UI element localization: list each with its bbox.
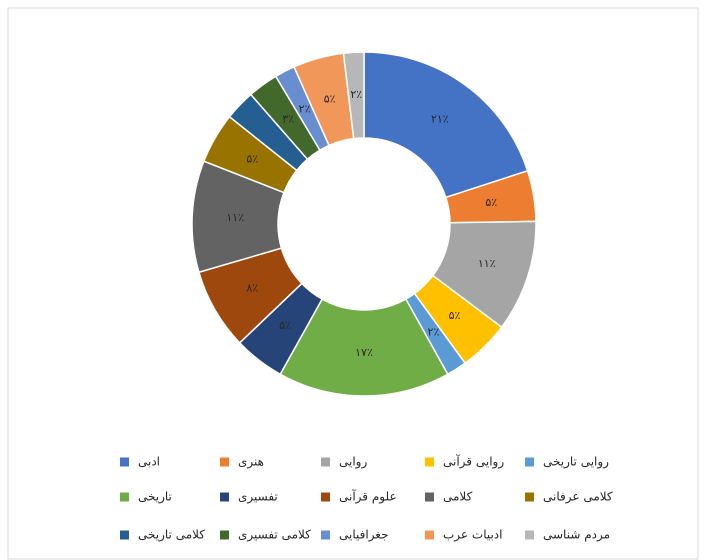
data-label: ۵٪ <box>279 319 291 332</box>
legend-label: ادبی <box>138 455 160 469</box>
legend-marker <box>525 493 534 502</box>
legend-label: تفسیری <box>238 490 278 505</box>
legend-label: جغرافیایی <box>339 528 389 543</box>
legend-label: کلامی تاریخی <box>138 528 205 543</box>
legend-label: کلامی <box>443 490 473 504</box>
legend-marker <box>321 531 330 540</box>
legend-marker <box>120 531 129 540</box>
legend-marker <box>220 458 229 467</box>
legend-marker <box>220 531 229 540</box>
legend-marker <box>220 493 229 502</box>
legend-marker <box>425 493 434 502</box>
legend-marker <box>120 493 129 502</box>
legend-marker <box>425 531 434 540</box>
legend-label: روایی قرآنی <box>443 454 504 470</box>
data-label: ۲۱٪ <box>431 113 449 126</box>
legend-label: روایی تاریخی <box>543 455 609 470</box>
data-label: ۱۱٪ <box>478 257 496 270</box>
legend-marker <box>120 458 129 467</box>
legend-label: مردم شناسی <box>543 528 610 543</box>
data-label: ۵٪ <box>485 196 497 209</box>
legend-marker <box>321 458 330 467</box>
legend-label: تاریخی <box>138 490 172 505</box>
data-label: ۵٪ <box>324 93 336 106</box>
legend-marker <box>321 493 330 502</box>
legend-label: کلامی عرفانی <box>543 490 613 505</box>
legend-marker <box>525 458 534 467</box>
data-label: ۲٪ <box>299 103 311 116</box>
legend-label: روایی <box>339 455 367 470</box>
legend-marker <box>525 531 534 540</box>
data-label: ۱۱٪ <box>226 211 244 224</box>
data-label: ۳٪ <box>282 113 294 126</box>
legend-label: کلامی تفسیری <box>238 528 311 543</box>
data-label: ۸٪ <box>246 282 258 295</box>
data-label: ۱۷٪ <box>355 346 373 359</box>
data-label: ۲٪ <box>350 88 362 101</box>
data-label: ۵٪ <box>246 153 258 166</box>
legend-marker <box>425 458 434 467</box>
legend-label: علوم قرآنی <box>339 489 397 505</box>
data-label: ۵٪ <box>449 309 461 322</box>
data-label: ۲٪ <box>428 326 440 339</box>
legend-label: ادبیات عرب <box>443 528 502 543</box>
legend-label: هنری <box>238 455 264 470</box>
chart: ۲۱٪ ۵٪ ۱۱٪ ۵٪ ۲٪ ۱۷٪ ۵٪ ۸٪ ۱۱٪ ۵٪ ۳٪ ۲٪ ۵٪ ۲٪ ادبی هنری… <box>0 0 707 560</box>
